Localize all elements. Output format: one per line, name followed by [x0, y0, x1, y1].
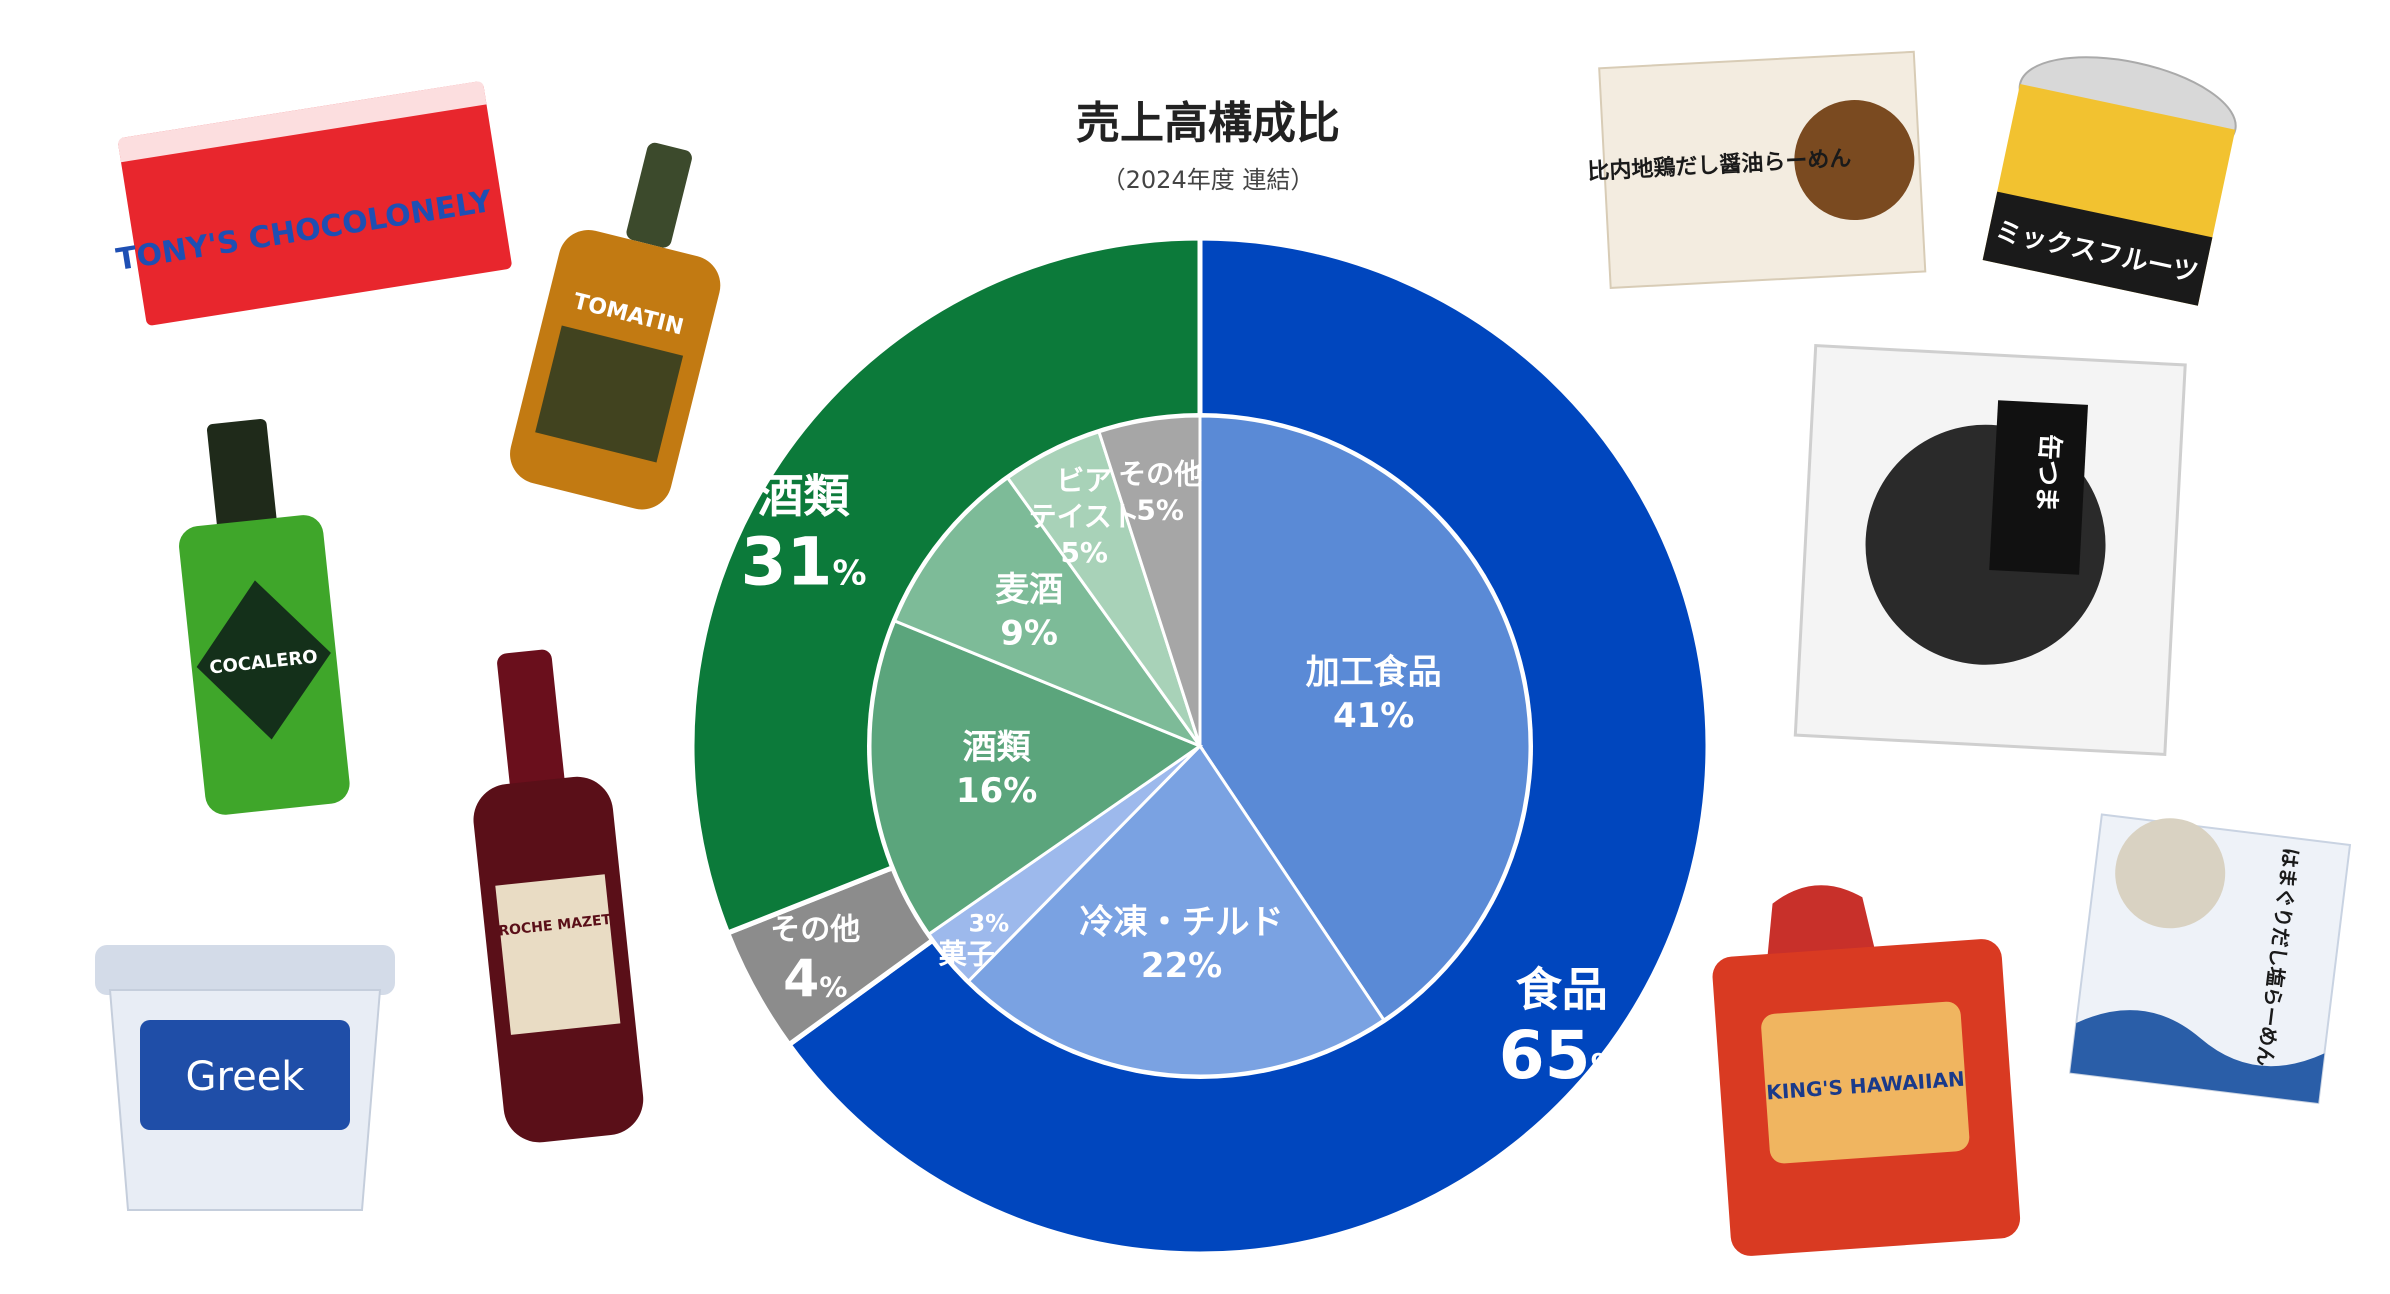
- whisky-label: [535, 325, 684, 463]
- yogurt-label: [140, 1020, 350, 1130]
- inner-slice-4: [892, 475, 1205, 750]
- inner-value-0: 41%: [1333, 696, 1414, 736]
- inner-value-3: 16%: [956, 771, 1037, 811]
- inner-name-4: 麦酒: [995, 570, 1063, 610]
- oyster-label: [1989, 400, 2088, 575]
- inner-value-2: 3%: [968, 909, 1009, 937]
- inner-value-4: 9%: [1000, 614, 1058, 654]
- fruit-can-band: [1982, 191, 2213, 306]
- outer-name-2: 酒類: [758, 469, 851, 523]
- whisky-bottle-image: TOMATIN: [510, 142, 721, 510]
- inner-name-2: 菓子: [938, 937, 995, 970]
- chart-title: 売上高構成比: [1076, 98, 1340, 149]
- outer-value-1: 4%: [783, 949, 847, 1009]
- yogurt-lid: [95, 945, 395, 995]
- inner-slice-3: [868, 618, 1204, 937]
- liqueur-bottle-image: COCALERO: [179, 418, 350, 815]
- inner-name-0: 加工食品: [1306, 652, 1442, 692]
- liqueur-diamond: [196, 580, 331, 740]
- liqueur-neck: [206, 418, 277, 534]
- inner-name-1: 冷凍・チルド: [1080, 902, 1284, 942]
- bread-pack-image: KING'S HAWAIIAN: [1712, 885, 2021, 1256]
- inner-value-1: 22%: [1141, 946, 1222, 986]
- bread-bag-top: [1766, 885, 1877, 965]
- chart-subtitle: （2024年度 連結）: [1102, 166, 1315, 194]
- clam-ramen-pack-image: はまぐりだし塩らーめん: [2069, 813, 2352, 1105]
- yogurt-tub-image: Greek: [95, 945, 395, 1211]
- outer-name-1: その他: [770, 912, 860, 947]
- inner-slice-6: [1097, 414, 1202, 747]
- inner-name-6: その他: [1118, 458, 1202, 491]
- inner-value-5: 5%: [1060, 536, 1108, 569]
- chocolate-band: [117, 80, 487, 163]
- bread-rolls: [1761, 1001, 1970, 1164]
- inner-name-3: 酒類: [963, 727, 1032, 767]
- oyster-can-image: 缶つま: [1793, 344, 2187, 756]
- inner-slice-0: [1198, 414, 1532, 1023]
- product-label: Greek: [186, 1054, 306, 1100]
- outer-value-0: 65%: [1499, 1017, 1625, 1094]
- outer-name-0: 食品: [1516, 962, 1608, 1016]
- fruit-can-image: ミックスフルーツ: [1982, 56, 2237, 306]
- ramen-bowl: [1794, 100, 1915, 221]
- clam-ramen-wave: [2070, 1010, 2325, 1104]
- chocolate-bar-image: TONY'S CHOCOLONELY: [114, 80, 512, 326]
- inner-name-5-1: テイスト: [1029, 500, 1140, 533]
- inner-value-6: 5%: [1136, 493, 1184, 526]
- product-label: 缶つま: [2030, 433, 2065, 513]
- whisky-neck: [626, 142, 692, 248]
- wine-bottle-image: ROCHE MAZET: [473, 649, 644, 1143]
- outer-value-2: 31%: [741, 524, 867, 601]
- ramen-pack-image: 比内地鶏だし醤油らーめん: [1587, 50, 1927, 290]
- inner-name-5-0: ビア: [1056, 464, 1112, 497]
- wine-neck: [497, 649, 565, 793]
- clam-ramen-bowl: [2115, 818, 2226, 929]
- wine-label: [495, 874, 621, 1035]
- inner-slice-1: [966, 743, 1386, 1078]
